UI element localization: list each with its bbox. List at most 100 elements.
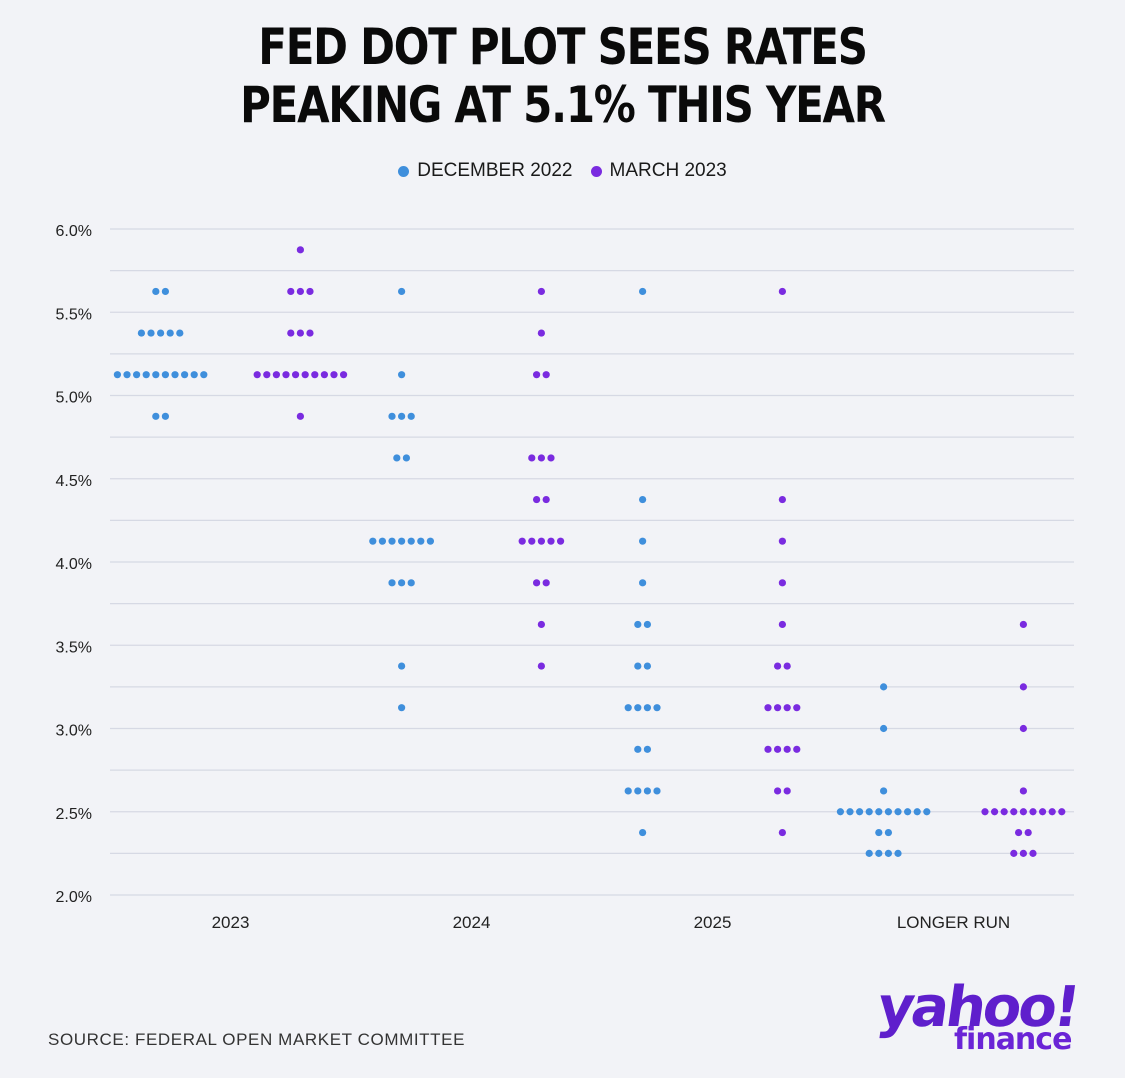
dot-december-2022 (137, 329, 146, 337)
dot-march-2023 (793, 704, 801, 712)
dot-december-2022 (123, 371, 131, 379)
dot-december-2022 (923, 808, 931, 816)
dot-march-2023 (306, 329, 314, 337)
dot-december-2022 (133, 371, 141, 379)
dot-march-2023 (287, 287, 295, 296)
dot-march-2023 (537, 329, 545, 337)
dot-march-2023 (793, 745, 801, 753)
y-tick-label: 4.0% (56, 556, 92, 573)
dot-december-2022 (643, 704, 652, 712)
dot-december-2022 (398, 287, 406, 296)
dot-march-2023 (1029, 849, 1037, 857)
dot-march-2023 (311, 371, 319, 379)
y-tick-label: 3.0% (56, 723, 92, 740)
dot-march-2023 (542, 495, 550, 504)
dot-december-2022 (634, 620, 642, 629)
dot-december-2022 (894, 849, 902, 857)
dot-december-2022 (161, 287, 170, 296)
y-tick-label: 4.5% (56, 473, 92, 490)
dot-march-2023 (1019, 849, 1027, 857)
legend-item-december-2022: DECEMBER 2022 (398, 160, 573, 182)
dot-december-2022 (181, 371, 189, 379)
dot-march-2023 (778, 287, 786, 296)
dot-december-2022 (639, 495, 647, 504)
y-tick-label: 6.0% (56, 223, 92, 240)
dot-december-2022 (846, 808, 854, 816)
dot-december-2022 (624, 704, 632, 712)
dot-march-2023 (537, 287, 545, 296)
dot-march-2023 (783, 662, 791, 670)
logo-subtitle: finance (954, 1022, 1072, 1057)
dot-december-2022 (152, 287, 160, 296)
x-category-label: 2023 (212, 913, 250, 932)
dot-march-2023 (764, 745, 772, 753)
dot-december-2022 (639, 287, 647, 296)
dot-december-2022 (157, 329, 165, 337)
dot-plot-chart: 6.0% 5.5% 5.0% 4.5% 4.0% 3.5% 3.0% 2.5% 2.0% 2023… (56, 223, 1074, 932)
dot-december-2022 (152, 412, 160, 420)
legend-item-march-2023: MARCH 2023 (590, 160, 727, 182)
y-tick-label: 5.5% (56, 306, 92, 323)
dot-december-2022 (643, 620, 652, 629)
dot-december-2022 (875, 828, 883, 837)
x-category-label: 2025 (694, 913, 732, 932)
dot-march-2023 (1000, 808, 1008, 816)
dot-march-2023 (1019, 683, 1027, 691)
dot-december-2022 (398, 371, 406, 379)
dot-march-2023 (537, 454, 545, 462)
dot-march-2023 (537, 620, 545, 629)
dot-march-2023 (296, 287, 304, 296)
dot-december-2022 (880, 724, 888, 733)
chart-title-line-1: FED DOT PLOT SEES RATES (258, 18, 868, 76)
dot-march-2023 (296, 329, 304, 337)
dot-december-2022 (913, 808, 921, 816)
dot-march-2023 (542, 579, 550, 587)
dot-march-2023 (990, 808, 999, 816)
dot-march-2023 (272, 371, 280, 379)
dot-december-2022 (388, 537, 396, 545)
x-category-label: LONGER RUN (897, 913, 1010, 932)
dot-december-2022 (407, 412, 415, 420)
dot-december-2022 (884, 828, 893, 837)
dot-december-2022 (417, 537, 425, 545)
dot-december-2022 (142, 371, 150, 379)
dot-march-2023 (547, 537, 555, 545)
dot-december-2022 (639, 537, 647, 545)
x-category-label: 2024 (453, 913, 491, 932)
dot-december-2022 (884, 849, 893, 857)
dot-december-2022 (113, 371, 122, 379)
legend-dot-icon (398, 165, 410, 177)
dot-march-2023 (773, 745, 782, 753)
dot-march-2023 (1029, 808, 1037, 816)
dot-december-2022 (426, 537, 435, 545)
chart-legend: DECEMBER 2022 MARCH 2023 (0, 160, 1125, 182)
dot-march-2023 (1019, 620, 1027, 629)
dot-march-2023 (330, 371, 338, 379)
dot-december-2022 (634, 745, 642, 753)
dot-march-2023 (778, 495, 786, 504)
dot-march-2023 (1010, 808, 1018, 816)
dot-march-2023 (778, 828, 786, 837)
dot-december-2022 (147, 329, 155, 337)
dot-march-2023 (287, 329, 295, 337)
dot-december-2022 (200, 371, 208, 379)
dot-march-2023 (981, 808, 989, 816)
dot-december-2022 (875, 808, 883, 816)
dot-march-2023 (301, 371, 309, 379)
dot-march-2023 (532, 579, 541, 587)
dot-march-2023 (1019, 787, 1027, 795)
dot-march-2023 (778, 579, 786, 587)
legend-label: DECEMBER 2022 (417, 160, 573, 181)
dot-december-2022 (407, 537, 415, 545)
dot-december-2022 (624, 787, 632, 795)
dot-march-2023 (532, 495, 541, 504)
dot-december-2022 (639, 579, 647, 587)
dot-march-2023 (1019, 808, 1027, 816)
dot-march-2023 (783, 787, 791, 795)
dot-december-2022 (398, 662, 406, 670)
dot-december-2022 (398, 412, 406, 420)
dot-march-2023 (773, 787, 782, 795)
dot-december-2022 (894, 808, 902, 816)
y-tick-label: 2.5% (56, 806, 92, 823)
dot-march-2023 (282, 371, 290, 379)
